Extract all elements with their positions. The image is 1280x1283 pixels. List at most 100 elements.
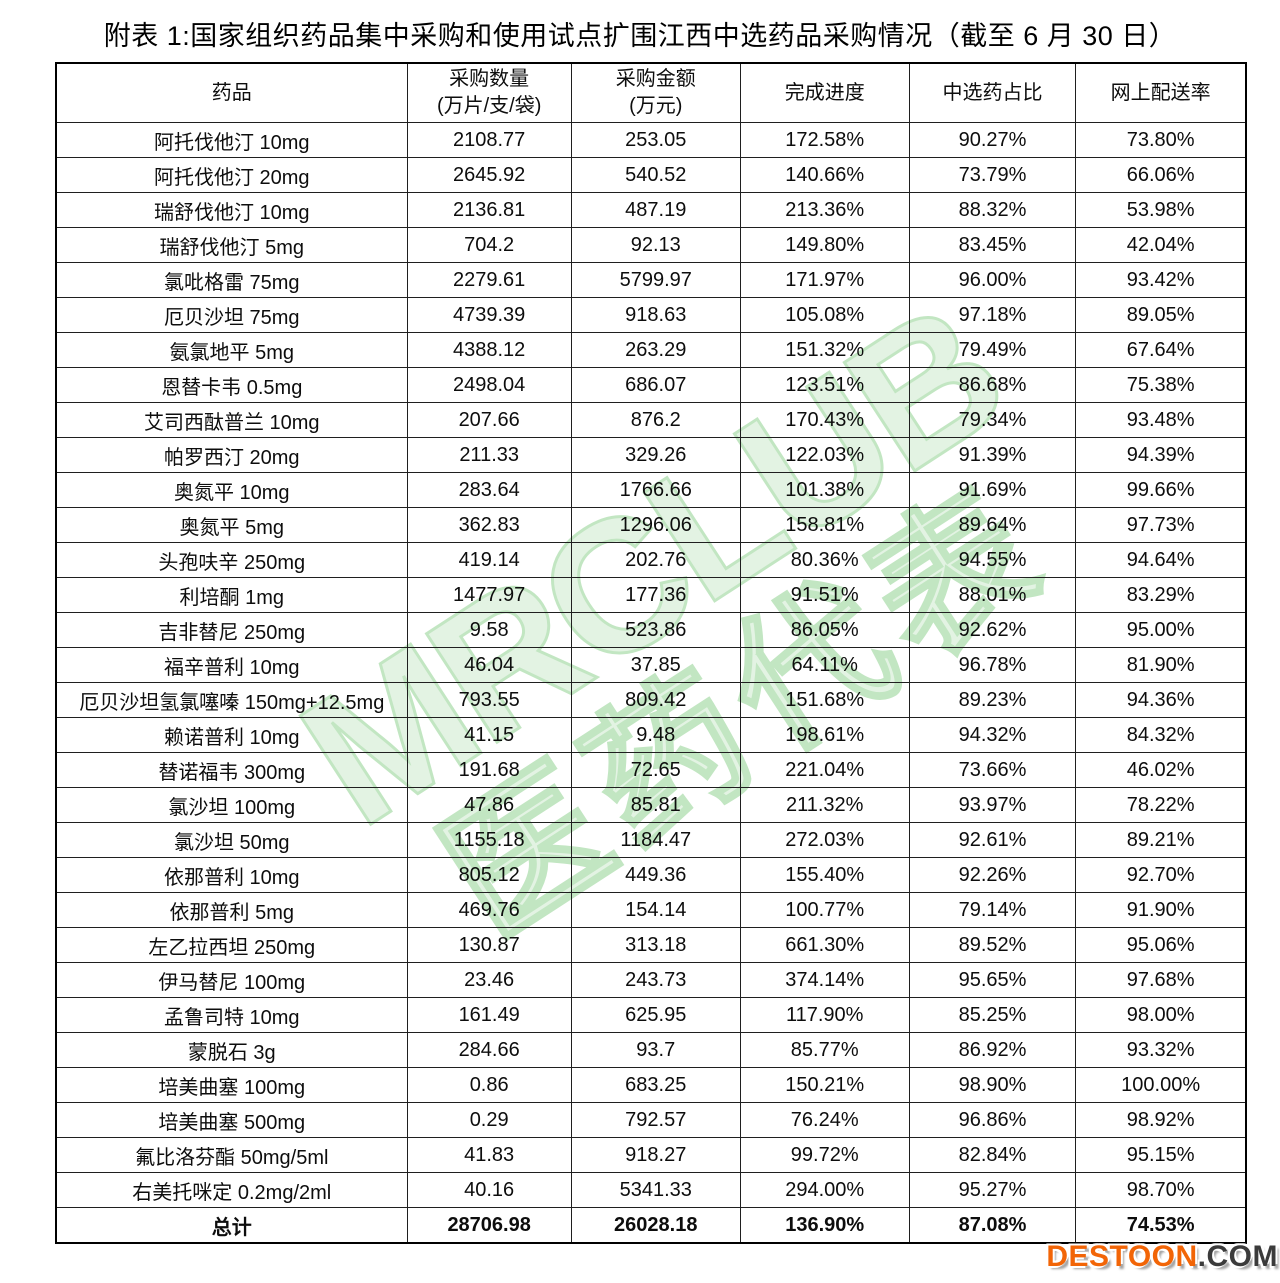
cell-value: 661.30% [739,927,910,963]
cell-value: 95.15% [1075,1137,1247,1173]
header-cell: 采购数量 (万片/支/袋) [406,62,572,123]
cell-value: 91.69% [908,472,1077,508]
header-label: 完成进度 [784,81,865,104]
cell-value: 100.77% [739,892,910,928]
table-row: 孟鲁司特 10mg 161.49 625.95 117.90% 85.25% 98.00% [55,997,1247,1033]
cell-value: 683.25 [570,1067,741,1103]
destoon-logo: DESTOON.COM [1046,1240,1278,1274]
cell-value: 625.95 [570,997,741,1033]
cell-drug-name: 艾司西酞普兰 10mg [55,402,408,438]
cell-drug-name: 厄贝沙坦 75mg [55,297,408,333]
cell-value: 122.03% [739,437,910,473]
procurement-table: 药品 采购数量 (万片/支/袋) 采购金额 (万元) 完成进度 中选药占比 网上配送率 阿托伐… [55,62,1247,1244]
cell-value: 1155.18 [406,822,572,858]
cell-value: 91.51% [739,577,910,613]
header-cell: 采购金额 (万元) [570,62,741,123]
cell-value: 90.27% [908,122,1077,158]
header-sublabel: (万元) [629,95,683,117]
cell-value: 75.38% [1075,367,1247,403]
cell-value: 93.48% [1075,402,1247,438]
cell-value: 96.78% [908,647,1077,683]
cell-value: 93.97% [908,787,1077,823]
header-label: 网上配送率 [1110,81,1211,104]
total-row: 总计 28706.98 26028.18 136.90% 87.08% 74.53% [55,1207,1247,1244]
cell-value: 523.86 [570,612,741,648]
cell-drug-name: 蒙脱石 3g [55,1032,408,1068]
table-row: 恩替卡韦 0.5mg 2498.04 686.07 123.51% 86.68% 75.3… [55,367,1247,403]
header-cell: 中选药占比 [908,62,1077,123]
cell-value: 2279.61 [406,262,572,298]
cell-value: 85.77% [739,1032,910,1068]
cell-value: 362.83 [406,507,572,543]
cell-value: 149.80% [739,227,910,263]
cell-value: 1296.06 [570,507,741,543]
cell-value: 202.76 [570,542,741,578]
cell-value: 0.86 [406,1067,572,1103]
cell-value: 23.46 [406,962,572,998]
cell-drug-name: 瑞舒伐他汀 10mg [55,192,408,228]
cell-value: 283.64 [406,472,572,508]
cell-value: 155.40% [739,857,910,893]
cell-value: 40.16 [406,1172,572,1208]
cell-value: 0.29 [406,1102,572,1138]
cell-value: 73.66% [908,752,1077,788]
cell-drug-name: 恩替卡韦 0.5mg [55,367,408,403]
cell-value: 94.32% [908,717,1077,753]
cell-value: 66.06% [1075,157,1247,193]
table-row: 赖诺普利 10mg 41.15 9.48 198.61% 94.32% 84.32% [55,717,1247,753]
cell-value: 151.68% [739,682,910,718]
cell-value: 46.02% [1075,752,1247,788]
cell-value: 93.7 [570,1032,741,1068]
cell-value: 213.36% [739,192,910,228]
cell-value: 79.49% [908,332,1077,368]
cell-drug-name: 利培酮 1mg [55,577,408,613]
cell-value: 243.73 [570,962,741,998]
cell-value: 85.81 [570,787,741,823]
total-value: 74.53% [1075,1207,1247,1244]
cell-value: 94.55% [908,542,1077,578]
total-value: 136.90% [739,1207,910,1244]
cell-value: 89.52% [908,927,1077,963]
cell-value: 918.63 [570,297,741,333]
cell-value: 42.04% [1075,227,1247,263]
total-value: 87.08% [908,1207,1077,1244]
cell-value: 46.04 [406,647,572,683]
table-row: 艾司西酞普兰 10mg 207.66 876.2 170.43% 79.34% 93.48… [55,402,1247,438]
table-row: 右美托咪定 0.2mg/2ml 40.16 5341.33 294.00% 95.27%… [55,1172,1247,1208]
cell-value: 41.83 [406,1137,572,1173]
cell-value: 95.00% [1075,612,1247,648]
cell-drug-name: 阿托伐他汀 10mg [55,122,408,158]
cell-value: 374.14% [739,962,910,998]
table-row: 替诺福韦 300mg 191.68 72.65 221.04% 73.66% 46.02% [55,752,1247,788]
cell-drug-name: 氨氯地平 5mg [55,332,408,368]
cell-value: 92.62% [908,612,1077,648]
cell-value: 876.2 [570,402,741,438]
logo-main-text: DESTOON [1046,1240,1198,1273]
table-header-row: 药品 采购数量 (万片/支/袋) 采购金额 (万元) 完成进度 中选药占比 网上配送率 [55,62,1247,123]
table-row: 氨氯地平 5mg 4388.12 263.29 151.32% 79.49% 67.64% [55,332,1247,368]
cell-drug-name: 依那普利 10mg [55,857,408,893]
cell-value: 540.52 [570,157,741,193]
total-value: 26028.18 [570,1207,741,1244]
cell-drug-name: 厄贝沙坦氢氯噻嗪 150mg+12.5mg [55,682,408,718]
cell-value: 97.68% [1075,962,1247,998]
cell-value: 83.29% [1075,577,1247,613]
cell-value: 792.57 [570,1102,741,1138]
cell-drug-name: 瑞舒伐他汀 5mg [55,227,408,263]
cell-value: 95.65% [908,962,1077,998]
table-row: 氟比洛芬酯 50mg/5ml 41.83 918.27 99.72% 82.84% 95.… [55,1137,1247,1173]
cell-value: 84.32% [1075,717,1247,753]
table-row: 利培酮 1mg 1477.97 177.36 91.51% 88.01% 83.29% [55,577,1247,613]
cell-value: 89.23% [908,682,1077,718]
cell-drug-name: 孟鲁司特 10mg [55,997,408,1033]
cell-value: 105.08% [739,297,910,333]
cell-drug-name: 帕罗西汀 20mg [55,437,408,473]
cell-drug-name: 替诺福韦 300mg [55,752,408,788]
cell-value: 5341.33 [570,1172,741,1208]
cell-value: 88.01% [908,577,1077,613]
cell-value: 284.66 [406,1032,572,1068]
cell-value: 117.90% [739,997,910,1033]
table-row: 奥氮平 10mg 283.64 1766.66 101.38% 91.69% 99.66% [55,472,1247,508]
cell-value: 73.79% [908,157,1077,193]
table-row: 氯吡格雷 75mg 2279.61 5799.97 171.97% 96.00% 93.4… [55,262,1247,298]
